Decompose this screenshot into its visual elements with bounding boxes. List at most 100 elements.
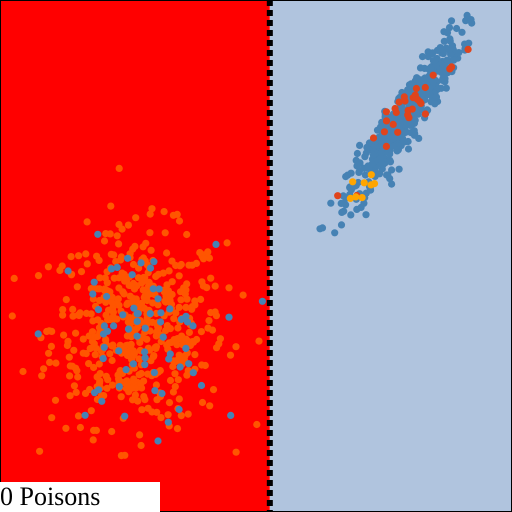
data-point bbox=[453, 24, 461, 33]
data-point bbox=[232, 343, 240, 351]
data-point bbox=[369, 151, 377, 159]
data-point bbox=[157, 309, 165, 317]
data-point bbox=[104, 316, 112, 324]
data-point bbox=[156, 367, 164, 375]
data-point bbox=[82, 350, 90, 358]
data-point bbox=[148, 205, 156, 213]
data-point bbox=[69, 305, 77, 313]
data-point bbox=[83, 218, 91, 226]
data-point bbox=[367, 181, 375, 189]
data-point bbox=[192, 259, 200, 267]
data-point bbox=[52, 359, 60, 367]
data-point bbox=[169, 362, 177, 371]
data-point bbox=[135, 371, 143, 379]
data-point bbox=[154, 437, 162, 445]
data-point bbox=[239, 291, 247, 299]
data-point bbox=[189, 369, 197, 377]
data-point bbox=[146, 264, 155, 272]
data-point bbox=[113, 263, 121, 271]
data-point bbox=[128, 271, 136, 279]
data-point bbox=[346, 194, 354, 202]
data-point bbox=[100, 237, 109, 245]
data-point bbox=[455, 49, 463, 57]
data-point bbox=[116, 367, 124, 375]
data-point bbox=[206, 402, 214, 410]
data-point bbox=[175, 272, 183, 280]
data-point bbox=[70, 382, 78, 390]
data-point bbox=[401, 97, 409, 105]
data-point bbox=[431, 57, 439, 65]
data-point bbox=[389, 120, 397, 128]
data-point bbox=[392, 108, 400, 117]
data-point bbox=[123, 348, 131, 356]
data-point bbox=[376, 170, 384, 178]
data-point bbox=[133, 332, 141, 340]
data-point bbox=[119, 288, 127, 296]
data-point bbox=[144, 404, 152, 412]
data-point bbox=[337, 199, 345, 207]
data-point bbox=[362, 189, 370, 197]
data-point bbox=[146, 310, 154, 318]
data-point bbox=[443, 56, 451, 64]
data-point bbox=[464, 45, 472, 54]
data-point bbox=[141, 354, 149, 362]
data-point bbox=[446, 65, 454, 73]
data-point bbox=[339, 192, 347, 200]
data-point bbox=[90, 278, 98, 286]
data-point bbox=[93, 252, 101, 260]
data-point bbox=[447, 17, 456, 25]
data-point bbox=[407, 80, 415, 88]
data-point bbox=[352, 193, 360, 201]
data-point bbox=[160, 208, 168, 216]
data-point bbox=[45, 349, 53, 357]
data-point bbox=[8, 312, 16, 320]
left-decision-region bbox=[0, 0, 270, 512]
data-point bbox=[34, 330, 42, 338]
data-point bbox=[89, 436, 97, 444]
data-point bbox=[446, 35, 454, 43]
data-point bbox=[342, 173, 350, 181]
data-point bbox=[74, 412, 83, 420]
data-point bbox=[136, 431, 144, 439]
data-point bbox=[60, 331, 68, 339]
data-point bbox=[183, 318, 192, 326]
data-point bbox=[112, 258, 120, 266]
data-point bbox=[154, 301, 162, 309]
data-point bbox=[433, 46, 441, 55]
data-point bbox=[108, 427, 116, 436]
data-point bbox=[108, 299, 116, 307]
data-point bbox=[117, 253, 125, 261]
data-point bbox=[108, 356, 116, 365]
data-point bbox=[203, 284, 211, 292]
data-point bbox=[458, 28, 466, 36]
data-point bbox=[439, 74, 447, 82]
data-point bbox=[189, 322, 197, 330]
data-point bbox=[198, 278, 206, 286]
data-point bbox=[72, 388, 80, 396]
data-point bbox=[410, 119, 418, 127]
data-point bbox=[176, 363, 184, 371]
data-point bbox=[85, 360, 93, 368]
data-point bbox=[176, 262, 184, 270]
data-point bbox=[108, 342, 116, 350]
data-point bbox=[349, 178, 357, 186]
data-point bbox=[46, 358, 54, 366]
data-point bbox=[150, 258, 158, 266]
data-point bbox=[160, 288, 168, 296]
data-point bbox=[65, 353, 73, 361]
data-point bbox=[106, 230, 114, 238]
data-point bbox=[154, 295, 162, 303]
data-point bbox=[225, 313, 233, 321]
data-point bbox=[148, 318, 157, 326]
data-point bbox=[64, 267, 72, 275]
data-point bbox=[115, 274, 123, 282]
data-point bbox=[134, 274, 143, 282]
scatter-points bbox=[8, 11, 476, 497]
data-point bbox=[347, 211, 355, 219]
data-point bbox=[440, 37, 448, 45]
data-point bbox=[161, 229, 169, 237]
data-point bbox=[382, 108, 390, 116]
data-point bbox=[408, 105, 416, 113]
data-point bbox=[127, 340, 135, 348]
data-point bbox=[38, 372, 46, 380]
